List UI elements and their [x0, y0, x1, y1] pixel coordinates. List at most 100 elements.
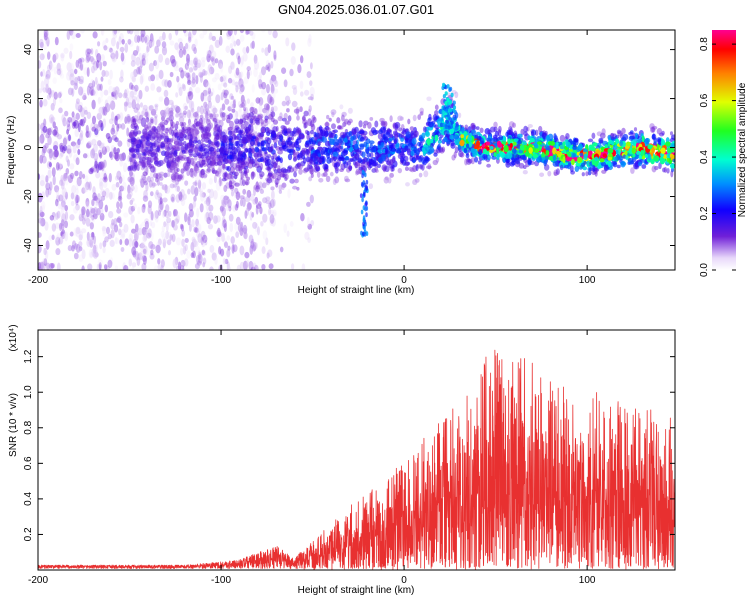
spectral-cell: [384, 121, 388, 127]
spectral-cell: [399, 116, 404, 121]
spectral-cell: [418, 137, 425, 142]
spectral-cell: [170, 104, 176, 112]
spectral-cell: [141, 52, 147, 60]
spectral-cell: [129, 199, 134, 206]
spectral-cell: [89, 235, 93, 244]
spectral-cell: [310, 93, 314, 101]
spectral-cell: [128, 205, 134, 215]
spectral-cell: [71, 185, 77, 195]
spectral-cell: [45, 70, 51, 79]
spectral-cell: [188, 149, 194, 156]
spectral-cell: [178, 112, 184, 118]
spectral-cell: [285, 37, 290, 47]
spectral-cell: [100, 89, 104, 98]
spectral-cell: [38, 244, 42, 254]
spectral-cell: [269, 199, 275, 209]
spectral-cell: [101, 106, 106, 116]
spectral-cell: [449, 108, 453, 113]
spectral-cell: [482, 148, 488, 155]
snr-multiplier: (x10⁴): [8, 324, 19, 351]
spectral-cell: [160, 112, 166, 120]
spectral-cell: [451, 154, 456, 161]
spectral-cell: [358, 120, 363, 128]
spectral-cell: [253, 54, 258, 64]
spectral-cell: [249, 30, 254, 36]
spectral-cell: [48, 262, 54, 270]
spectral-cell: [294, 141, 300, 149]
spectral-cell: [189, 138, 193, 146]
spectral-cell: [38, 38, 44, 48]
spectral-cell: [220, 79, 227, 87]
spectral-cell: [56, 232, 61, 241]
spectral-cell: [446, 130, 450, 135]
spectral-cell: [197, 179, 202, 189]
spectral-cell: [82, 95, 87, 101]
spectral-cell: [306, 216, 310, 227]
spectral-cell: [251, 107, 256, 112]
spectral-cell: [546, 134, 550, 141]
spectral-cell: [362, 124, 367, 129]
spectral-cell: [166, 137, 171, 143]
spectral-cell: [193, 169, 198, 177]
spectral-cell: [184, 105, 188, 111]
spectral-cell: [246, 176, 251, 185]
spectral-cell: [99, 151, 103, 159]
spectral-cell: [64, 210, 69, 221]
spectral-cell: [192, 250, 196, 259]
spectral-cell: [234, 81, 239, 87]
spectral-cell: [231, 108, 236, 113]
spectral-cell: [113, 30, 118, 39]
spectral-cell: [87, 263, 93, 270]
spectral-cell: [145, 182, 149, 192]
spectral-cell: [99, 83, 103, 91]
spectral-cell: [148, 62, 155, 72]
spectral-cell: [465, 143, 470, 149]
spectral-cell: [201, 182, 207, 190]
spectral-cell: [164, 104, 170, 114]
spectral-cell: [338, 125, 344, 130]
spectral-cell: [190, 185, 196, 195]
spectral-cell: [272, 105, 278, 112]
spectral-cell: [148, 40, 153, 47]
spectral-cell: [69, 163, 75, 170]
spectral-cell: [94, 160, 98, 169]
spectral-cell: [129, 159, 134, 167]
spectral-cell: [248, 151, 253, 159]
spectral-cell: [100, 76, 104, 82]
spectral-cell: [186, 53, 190, 64]
spectral-cell: [339, 104, 344, 110]
spectral-cell: [266, 177, 273, 184]
spectral-cell: [101, 225, 107, 232]
spectral-cell: [96, 263, 101, 270]
spectral-cell: [296, 115, 300, 121]
spectral-cell: [171, 162, 176, 168]
spectral-cell: [150, 118, 154, 124]
spectral-cell: [194, 180, 198, 187]
spectral-cell: [143, 131, 149, 136]
spectral-cell: [93, 242, 97, 252]
spectral-cell: [113, 30, 118, 35]
spectral-cell: [627, 157, 634, 163]
spectral-cell: [223, 184, 228, 193]
spectral-cell: [200, 95, 206, 102]
spectral-cell: [241, 81, 246, 92]
spectral-cell: [99, 61, 103, 71]
spectral-cell: [293, 108, 300, 114]
spectral-cell: [210, 50, 217, 59]
spectral-cell: [346, 161, 352, 166]
spectral-cell: [304, 129, 309, 135]
spectral-cell: [46, 64, 52, 72]
spectral-cell: [75, 102, 81, 111]
spectral-cell: [51, 223, 57, 232]
spectral-cell: [275, 125, 279, 132]
spectral-cell: [184, 180, 189, 186]
spectral-cell: [65, 155, 69, 163]
spectral-cell: [177, 261, 182, 270]
spectral-cell: [229, 130, 236, 137]
spectral-cell: [186, 109, 192, 119]
spectral-cell: [127, 184, 131, 194]
spectral-cell: [114, 175, 120, 181]
spectral-cell: [141, 107, 147, 116]
spectral-cell: [301, 116, 306, 122]
spectral-cell: [507, 138, 512, 144]
